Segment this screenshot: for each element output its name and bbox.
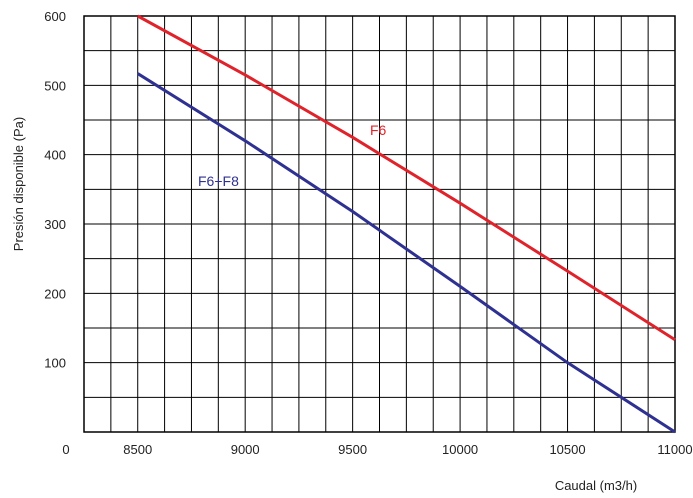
y-tick-label: 100 bbox=[44, 356, 66, 371]
plot-frame bbox=[83, 15, 676, 433]
x-tick-label: 9000 bbox=[231, 442, 260, 457]
x-axis-title: Caudal (m3/h) bbox=[555, 478, 637, 493]
x-tick-label: 8500 bbox=[123, 442, 152, 457]
y-tick-label: 600 bbox=[44, 9, 66, 24]
series-label: F6 bbox=[370, 122, 387, 138]
x-tick-label: 11000 bbox=[657, 442, 692, 457]
tick-labels: 8500 9000 9500 10000 10500 11000 0 100 200 300 400… bbox=[44, 9, 692, 457]
series-labels: F6 F6+F8 bbox=[198, 122, 387, 189]
y-tick-label: 400 bbox=[44, 148, 66, 163]
grid bbox=[83, 15, 676, 433]
y-tick-label: 0 bbox=[62, 442, 69, 457]
x-tick-label: 10000 bbox=[442, 442, 478, 457]
series-label: F6+F8 bbox=[198, 173, 239, 189]
y-tick-label: 300 bbox=[44, 217, 66, 232]
y-tick-label: 200 bbox=[44, 286, 66, 301]
series-line-f6 bbox=[137, 14, 676, 342]
series-lines bbox=[136, 14, 676, 434]
y-tick-label: 500 bbox=[44, 78, 66, 93]
series-line-f6-f8 bbox=[136, 72, 676, 434]
x-tick-label: 9500 bbox=[338, 442, 367, 457]
x-tick-label: 10500 bbox=[549, 442, 585, 457]
y-axis-title: Presión disponible (Pa) bbox=[11, 117, 26, 251]
